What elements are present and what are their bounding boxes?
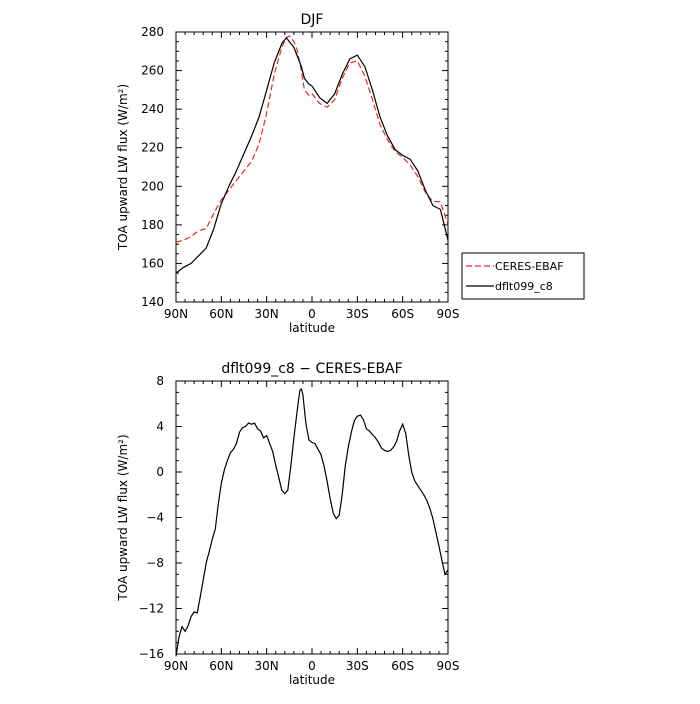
x-tick-label: 30N (255, 307, 279, 321)
y-tick-label: 4 (156, 420, 164, 434)
series-line-ceres-ebaf (175, 35, 449, 243)
x-tick-label: 90S (437, 307, 460, 321)
y-tick-label: −4 (146, 511, 164, 525)
y-tick-label: 160 (141, 256, 164, 270)
x-tick-label: 0 (308, 659, 316, 673)
y-tick-label: 260 (141, 64, 164, 78)
x-tick-label: 60S (391, 307, 414, 321)
y-tick-label: 180 (141, 218, 164, 232)
y-tick-label: −8 (146, 556, 164, 570)
y-tick-label: 220 (141, 141, 164, 155)
y-tick-label: 200 (141, 179, 164, 193)
x-tick-label: 60N (209, 659, 233, 673)
series-line-panel2-0 (175, 387, 449, 657)
chart-panel-1: DJF 90N 60N 30N 0 30S 60S 90S 140 160 180 200 220 240… (116, 12, 585, 335)
x-tick-label: 0 (308, 307, 316, 321)
y-tick-label: 140 (141, 295, 164, 309)
legend-entry-label: dflt099_c8 (495, 280, 553, 293)
x-tick-label: 60N (209, 307, 233, 321)
y-axis-title: TOA upward LW flux (W/m²) (116, 434, 130, 601)
x-tick-label: 90S (437, 659, 460, 673)
x-tick-label: 90N (164, 307, 188, 321)
y-tick-label: 8 (156, 374, 164, 388)
x-tick-label: 60S (391, 659, 414, 673)
legend-entry-label: CERES-EBAF (495, 260, 564, 273)
y-tick-label: −16 (139, 647, 164, 661)
x-tick-label: 30S (346, 307, 369, 321)
y-tick-label: 280 (141, 25, 164, 39)
y-tick-label: 0 (156, 465, 164, 479)
y-tick-label: −12 (139, 602, 164, 616)
y-tick-label: 240 (141, 102, 164, 116)
chart-title: dflt099_c8 − CERES-EBAF (221, 361, 402, 377)
x-axis-title: latitude (289, 321, 335, 335)
x-tick-label: 90N (164, 659, 188, 673)
chart-title: DJF (301, 12, 324, 28)
x-axis-title: latitude (289, 673, 335, 687)
legend-box (461, 252, 585, 300)
plot-frame (175, 31, 449, 303)
y-axis-title: TOA upward LW flux (W/m²) (116, 84, 130, 251)
series-line-dflt099-c8 (175, 36, 449, 274)
legend: CERES-EBAF dflt099_c8 (461, 252, 585, 300)
x-tick-label: 30S (346, 659, 369, 673)
chart-panel-2: dflt099_c8 − CERES-EBAF 90N 60N 30N 0 30S 60S 9… (116, 361, 459, 687)
x-tick-label: 30N (255, 659, 279, 673)
